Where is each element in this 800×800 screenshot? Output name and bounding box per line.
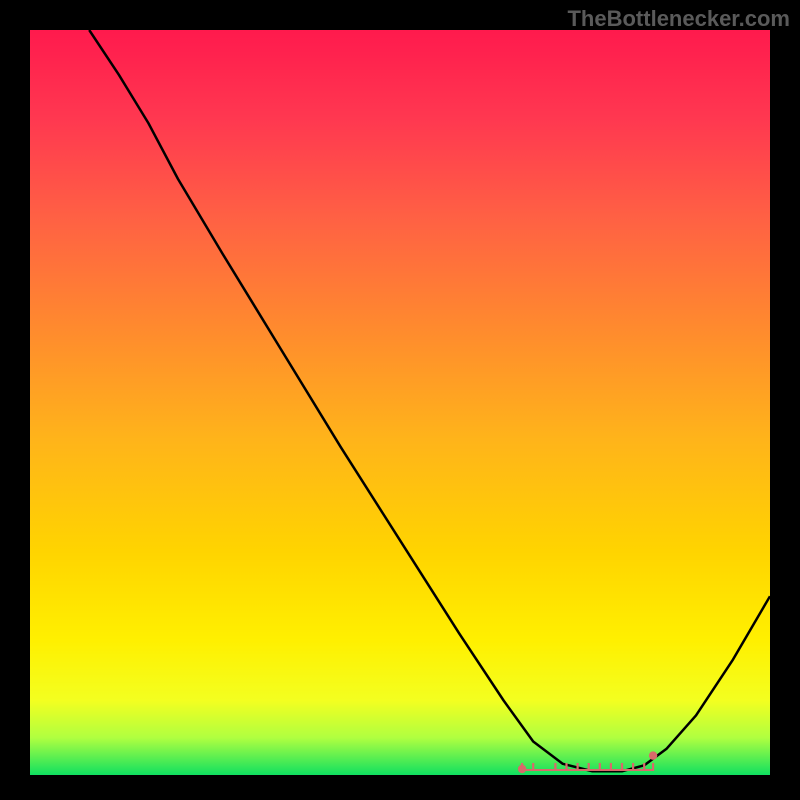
chart-background	[30, 30, 770, 775]
chart-svg	[30, 30, 770, 775]
watermark-text: TheBottlenecker.com	[567, 6, 790, 32]
bottleneck-chart	[30, 30, 770, 775]
